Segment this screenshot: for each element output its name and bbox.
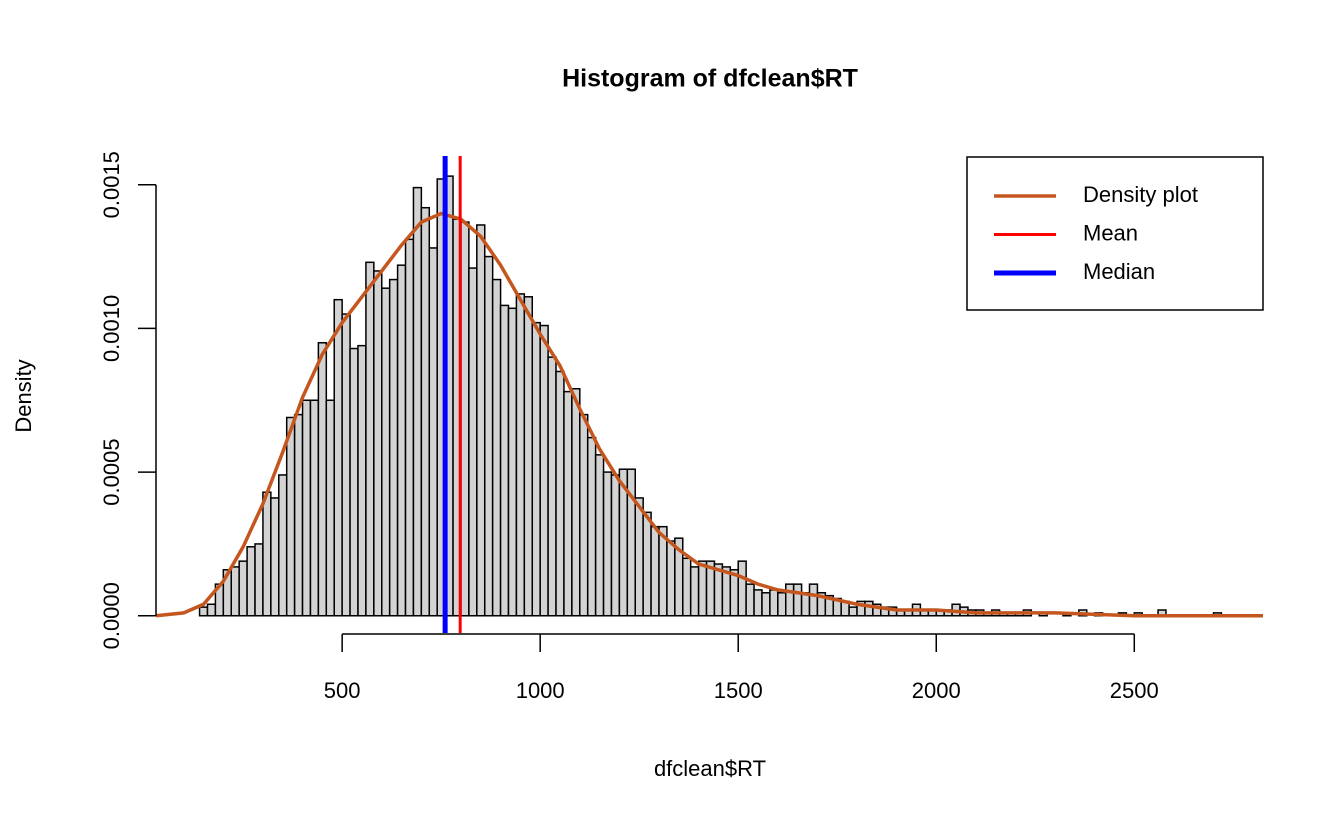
bar [642, 511, 652, 617]
bar [594, 454, 605, 617]
bar [206, 603, 217, 617]
bar [420, 206, 431, 617]
bar [278, 474, 288, 617]
bar [761, 592, 771, 617]
bar [579, 413, 589, 617]
bar [483, 255, 494, 617]
bar [365, 261, 375, 617]
bar [230, 566, 240, 617]
bar [586, 436, 597, 617]
bar [697, 560, 708, 617]
bar [388, 278, 399, 617]
y-tick-label: 0.0015 [99, 151, 124, 218]
x-tick-label: 500 [324, 678, 361, 703]
bar [800, 592, 811, 617]
density-line [155, 211, 1263, 618]
bar [515, 293, 526, 617]
bar [769, 589, 779, 617]
bar [523, 296, 534, 617]
bar [325, 399, 335, 617]
x-axis-label: dfclean$RT [654, 756, 766, 781]
bar [404, 238, 415, 617]
bar [547, 356, 557, 617]
legend-label: Mean [1083, 220, 1138, 245]
bar [689, 566, 700, 617]
bar [246, 546, 256, 617]
bar [745, 583, 755, 617]
bar [499, 304, 510, 617]
bar [428, 247, 438, 617]
bar [531, 321, 541, 617]
bar [507, 307, 518, 617]
bar [270, 497, 280, 617]
bar [373, 270, 383, 617]
bar [563, 390, 573, 617]
legend-label: Median [1083, 259, 1155, 284]
bar [396, 264, 407, 617]
bar [784, 583, 795, 617]
bar [602, 471, 613, 617]
bar [864, 600, 874, 617]
bar [309, 399, 320, 617]
bar [491, 278, 502, 617]
bar [333, 298, 343, 617]
x-tick-label: 1000 [516, 678, 565, 703]
bar [634, 497, 644, 617]
bar [476, 224, 486, 617]
bar [254, 543, 264, 617]
bar [666, 540, 676, 617]
bar [737, 560, 747, 617]
bar [682, 557, 692, 617]
bar [317, 342, 328, 617]
bar [238, 560, 248, 617]
y-axis-label: Density [11, 359, 36, 432]
bar [753, 589, 763, 617]
bar [198, 606, 209, 617]
x-tick-label: 2500 [1110, 678, 1159, 703]
bar [412, 186, 423, 617]
y-tick-label: 0.0005 [99, 438, 124, 505]
bar [301, 399, 312, 617]
bar [381, 287, 391, 617]
chart-title: Histogram of dfclean$RT [562, 65, 858, 93]
bar [349, 347, 359, 617]
y-tick-label: 0.0000 [99, 582, 124, 649]
legend-label: Density plot [1083, 182, 1198, 207]
bar [571, 388, 581, 617]
y-tick-label: 0.0010 [99, 295, 124, 362]
bar [293, 413, 304, 617]
bar [555, 370, 565, 617]
bar [539, 324, 549, 617]
bar [610, 474, 621, 617]
bar [341, 313, 351, 617]
bar [357, 344, 367, 617]
bar [792, 583, 803, 617]
bar [650, 525, 660, 617]
bar [468, 267, 478, 617]
x-tick-label: 1500 [714, 678, 763, 703]
bar [808, 583, 819, 617]
x-tick-label: 2000 [912, 678, 961, 703]
bar [285, 416, 296, 617]
bar [262, 491, 272, 617]
bar [460, 221, 470, 617]
bar [777, 592, 787, 617]
bar [848, 606, 858, 617]
